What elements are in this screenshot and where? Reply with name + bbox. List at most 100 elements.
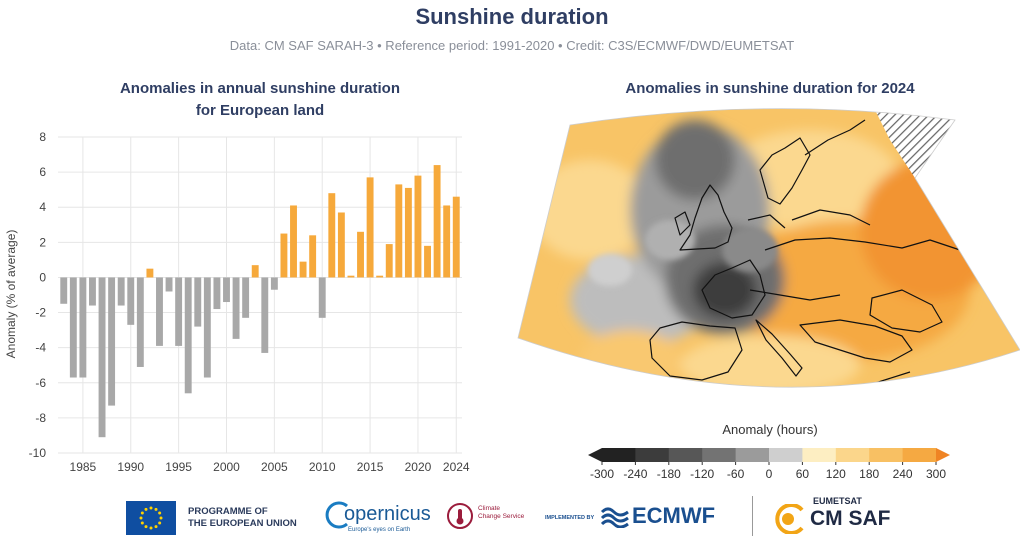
colorbar-tick-label: -180 — [657, 467, 681, 481]
bar-1997 — [194, 277, 202, 327]
x-tick-label: 2015 — [357, 460, 384, 474]
bar-2018 — [395, 184, 403, 278]
x-tick-label: 1990 — [117, 460, 144, 474]
bar-1987 — [98, 277, 106, 438]
y-tick-label: -10 — [29, 446, 47, 460]
y-tick-label: 2 — [39, 235, 46, 249]
bar-2017 — [385, 244, 393, 278]
bar-chart-title-line2: for European land — [195, 102, 325, 119]
x-tick-label: 2024 — [443, 460, 470, 474]
colorbar-tick-label: -240 — [623, 467, 647, 481]
colorbar-segment — [902, 448, 937, 462]
x-axis-ticks: 1985 1990 1995 2000 2005 2010 2015 2020 2024 — [70, 460, 470, 474]
bar-2012 — [337, 212, 345, 278]
colorbar-arrow-right — [936, 448, 950, 462]
colorbar-segment — [668, 448, 703, 462]
y-tick-label: -8 — [35, 411, 46, 425]
copernicus-tagline: Europe's eyes on Earth — [348, 527, 411, 533]
bar-2019 — [404, 187, 412, 278]
eu-flag-logo — [126, 501, 176, 535]
y-tick-label: -2 — [35, 306, 46, 320]
bar-2021 — [424, 245, 431, 278]
colorbar: -300 -240 -180 -120 -60 0 60 120 180 240 300 — [588, 448, 950, 481]
eu-text-line2: THE EUROPEAN UNION — [188, 518, 297, 529]
bar-2023 — [443, 205, 451, 278]
eumetsat-text: EUMETSAT — [813, 496, 862, 506]
eu-programme-text: PROGRAMME OF THE EUROPEAN UNION — [188, 506, 297, 530]
bar-2010 — [318, 277, 326, 318]
c3s-text-line1: Climate — [478, 505, 501, 512]
bar-chart: -10 -8 -6 -4 -2 0 2 4 6 8 1985 1990 1995 2000 2005 201… — [4, 130, 470, 474]
bar-chart-title-line1: Anomalies in annual sunshine duration — [119, 80, 401, 97]
eu-star — [139, 516, 143, 520]
bar-2022 — [433, 165, 441, 278]
copernicus-c-icon — [325, 501, 348, 529]
colorbar-tick-label: 240 — [893, 467, 913, 481]
page-subtitle: Data: CM SAF SARAH-3 • Reference period:… — [229, 38, 795, 53]
x-tick-label: 1995 — [165, 460, 192, 474]
bar-1988 — [108, 277, 116, 406]
bar-1992 — [146, 268, 154, 278]
x-tick-label: 2005 — [261, 460, 288, 474]
colorbar-arrow-left — [588, 448, 602, 462]
copernicus-logo-text: opernicus — [344, 503, 431, 525]
bar-2015 — [366, 177, 374, 278]
colorbar-segment — [602, 448, 636, 462]
colorbar-segment — [802, 448, 837, 462]
colorbar-tick-label: -300 — [590, 467, 614, 481]
bar-2011 — [328, 193, 336, 278]
y-tick-label: 8 — [39, 130, 46, 144]
y-axis-ticks: -10 -8 -6 -4 -2 0 2 4 6 8 — [29, 130, 47, 460]
bar-1984 — [69, 277, 77, 378]
eu-star — [149, 526, 153, 530]
bar-1983 — [60, 277, 68, 304]
sunshine-anomaly-map — [517, 108, 1020, 388]
bar-2003 — [251, 265, 259, 278]
ecmwf-logo-text: ECMWF — [632, 503, 716, 528]
bar-2014 — [357, 231, 364, 278]
cmsaf-logo-text: CM SAF — [810, 507, 891, 530]
y-tick-label: 4 — [39, 200, 46, 214]
x-tick-label: 2020 — [405, 460, 432, 474]
colorbar-segment — [869, 448, 904, 462]
bar-2007 — [290, 205, 297, 278]
x-tick-label: 2000 — [213, 460, 240, 474]
logo-divider — [752, 496, 753, 536]
eu-star — [140, 521, 144, 525]
colorbar-tick-label: 180 — [859, 467, 879, 481]
eu-star — [149, 506, 153, 510]
bar-1989 — [117, 277, 125, 306]
bar-1991 — [136, 277, 144, 367]
bar-1990 — [127, 277, 135, 325]
eu-star — [159, 516, 163, 520]
ecmwf-waves-icon — [600, 507, 629, 528]
thermometer-icon — [447, 503, 473, 529]
bar-1985 — [79, 277, 87, 378]
colorbar-tick-label: -60 — [727, 467, 745, 481]
colorbar-segment — [835, 448, 870, 462]
bar-2020 — [414, 175, 422, 278]
c3s-text-line2: Change Service — [478, 513, 525, 520]
bar-1993 — [156, 277, 163, 346]
bar-2013 — [347, 275, 355, 278]
colorbar-segment — [769, 448, 803, 462]
eu-star — [144, 507, 148, 511]
map-title: Anomalies in sunshine duration for 2024 — [625, 80, 915, 97]
bar-1994 — [165, 277, 173, 292]
colorbar-tick-label: 0 — [766, 467, 773, 481]
y-tick-label: 6 — [39, 165, 46, 179]
bar-1996 — [184, 277, 192, 394]
bar-1999 — [213, 277, 221, 310]
colorbar-segment — [635, 448, 670, 462]
bar-2006 — [280, 233, 288, 278]
c3s-logo-text: Climate Change Service — [478, 505, 524, 521]
bar-2000 — [223, 277, 230, 303]
page-title: Sunshine duration — [415, 4, 609, 29]
bar-2016 — [376, 275, 384, 278]
colorbar-tick-label: 120 — [826, 467, 846, 481]
colorbar-tick-label: -120 — [690, 467, 714, 481]
bar-1998 — [203, 277, 211, 378]
bar-1995 — [175, 277, 183, 346]
bar-2024 — [452, 196, 460, 278]
y-tick-label: 0 — [39, 270, 46, 284]
